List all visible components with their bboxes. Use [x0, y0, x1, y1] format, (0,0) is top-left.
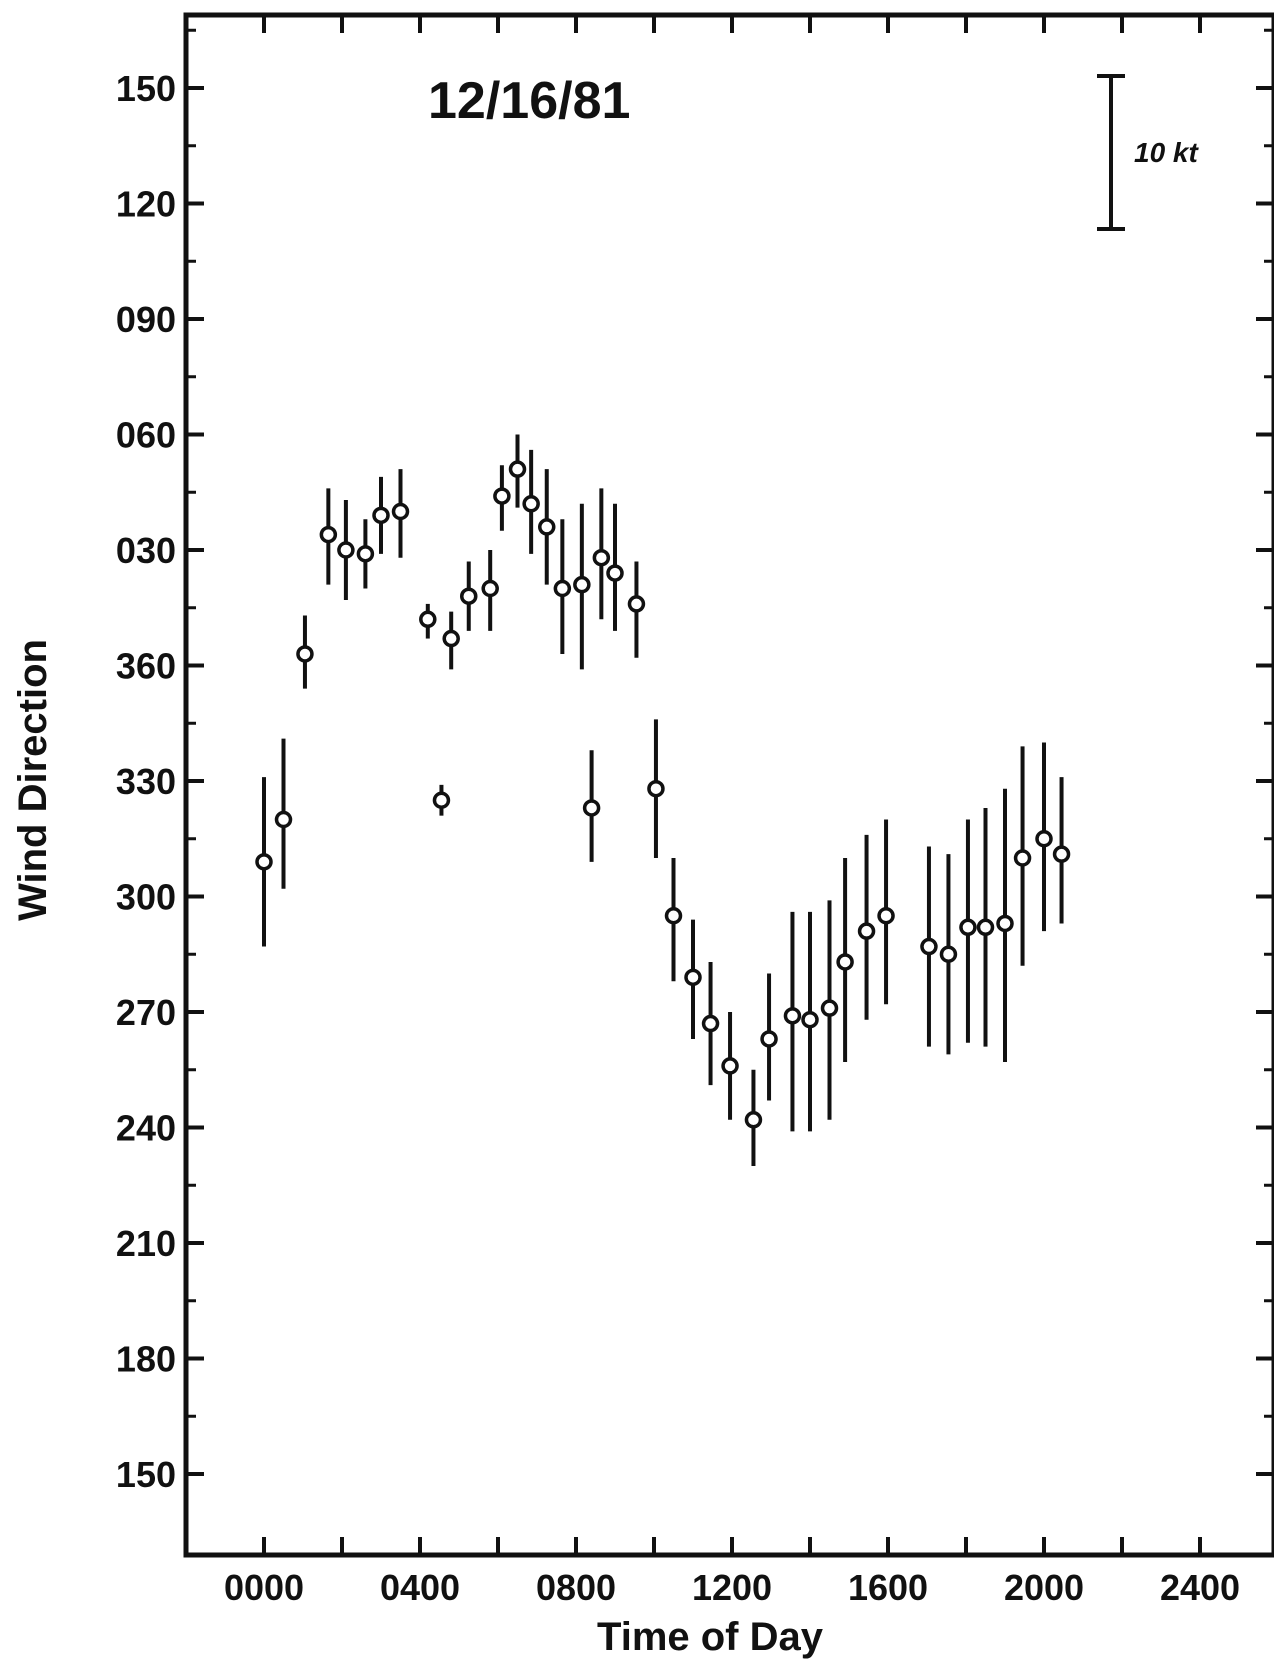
x-tick-label: 2400 [1160, 1567, 1240, 1608]
data-point [959, 918, 977, 937]
data-point [820, 999, 839, 1017]
data-point [372, 506, 390, 525]
data-point [356, 545, 375, 563]
data-point [684, 968, 702, 987]
x-tick-label: 0000 [224, 1567, 304, 1608]
y-tick-label: 030 [116, 530, 176, 571]
data-point [1013, 849, 1032, 867]
data-point [296, 645, 314, 663]
chart-title: 12/16/81 [428, 72, 630, 130]
data-point [481, 579, 499, 598]
y-tick-label: 180 [116, 1339, 176, 1380]
data-point [442, 629, 460, 648]
x-tick-label: 2000 [1004, 1567, 1084, 1608]
data-point [508, 460, 527, 478]
data-point [920, 937, 938, 956]
data-point [857, 922, 876, 940]
y-tick-label: 150 [116, 1454, 176, 1495]
data-point [592, 548, 611, 567]
data-point [460, 587, 478, 605]
data-point [996, 914, 1014, 933]
data-point [337, 541, 355, 559]
x-tick-label: 0400 [380, 1567, 460, 1608]
data-point [760, 1030, 778, 1048]
data-point [647, 779, 665, 798]
data-point [274, 810, 293, 829]
y-tick-label: 270 [116, 992, 176, 1033]
data-point [701, 1014, 720, 1033]
data-point [1035, 830, 1053, 848]
y-axis-ticks: 150 180 210 240 270 300 330 360 030 060 090 120 150 [116, 28, 1274, 1495]
y-tick-label: 150 [116, 68, 176, 109]
data-point [801, 1010, 819, 1029]
x-tick-label: 1200 [692, 1567, 772, 1608]
x-tick-label: 0800 [536, 1567, 616, 1608]
data-point [627, 595, 646, 613]
data-point [522, 495, 540, 513]
data-point [493, 487, 511, 505]
data-point [419, 610, 437, 629]
y-tick-label: 120 [116, 184, 176, 225]
x-axis-ticks: 0000 0400 0800 1200 1600 2000 2400 [224, 15, 1240, 1608]
data-point [606, 564, 624, 582]
plot-frame [183, 12, 1274, 1558]
data-point [976, 918, 995, 937]
data-point [573, 575, 591, 594]
data-point [255, 853, 273, 871]
y-tick-label: 300 [116, 877, 176, 918]
data-point [319, 525, 338, 544]
scale-bar-label: 10 kt [1134, 137, 1199, 168]
data-point [877, 907, 895, 925]
data-point [538, 518, 556, 536]
y-tick-label: 240 [116, 1108, 176, 1149]
data-point [664, 907, 683, 925]
y-tick-label: 090 [116, 299, 176, 340]
data-point [582, 799, 601, 817]
x-tick-label: 1600 [848, 1567, 928, 1608]
data-point [1052, 845, 1071, 863]
data-point [939, 945, 958, 963]
y-tick-label: 360 [116, 646, 176, 687]
data-point [432, 791, 451, 809]
y-tick-label: 060 [116, 415, 176, 456]
data-points [255, 434, 1071, 1166]
data-point [836, 953, 854, 971]
scale-bar: 10 kt [1097, 74, 1199, 231]
data-point [744, 1111, 763, 1129]
data-point [721, 1057, 739, 1075]
data-point [783, 1007, 802, 1025]
data-point [553, 579, 572, 598]
y-tick-label: 330 [116, 761, 176, 802]
x-axis-label: Time of Day [597, 1615, 824, 1659]
y-tick-label: 210 [116, 1223, 176, 1264]
y-axis-label: Wind Direction [11, 639, 55, 921]
data-point [391, 502, 410, 521]
